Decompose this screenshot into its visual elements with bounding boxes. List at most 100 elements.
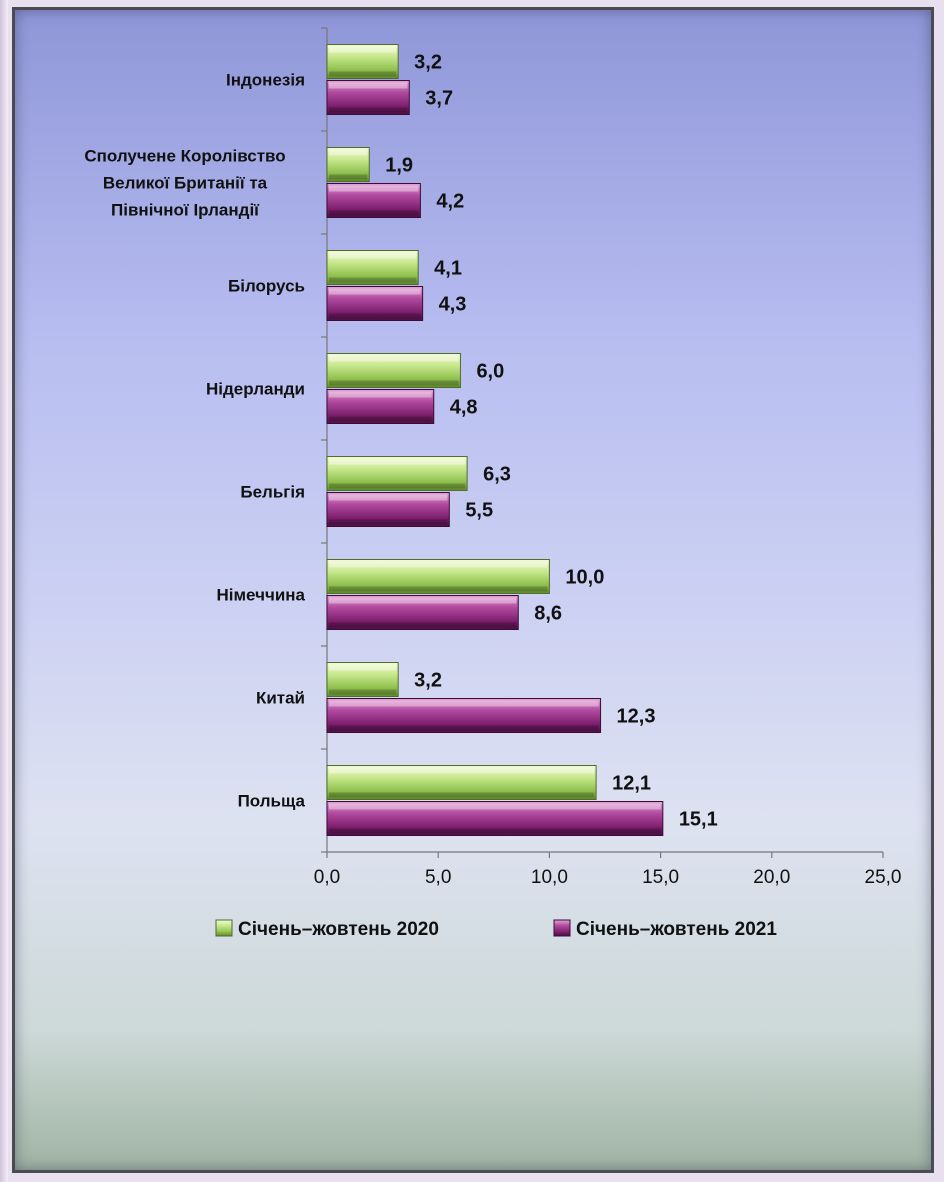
category-label: Індонезія [226, 71, 305, 90]
bar-rect [326, 353, 461, 388]
bar-rect [326, 559, 550, 594]
category-label-line: Німеччина [216, 586, 305, 605]
bar-2020 [326, 147, 370, 182]
bar-highlight [329, 288, 421, 295]
x-tick-label: 25,0 [865, 867, 902, 888]
bar-rect [326, 250, 419, 285]
bar-shadow [329, 313, 421, 319]
data-label: 5,5 [465, 500, 493, 522]
data-label: 1,9 [385, 155, 413, 177]
legend-label: Січень–жовтень 2021 [576, 919, 777, 940]
x-tick-label: 5,0 [425, 867, 451, 888]
bar-rect [326, 286, 424, 321]
bar-highlight [329, 149, 368, 156]
bar-highlight [329, 803, 661, 810]
legend-item-2021: Січень–жовтень 2021 [553, 919, 777, 940]
data-label: 6,3 [483, 464, 511, 486]
bar-highlight [329, 664, 397, 671]
bar-shadow [329, 519, 448, 525]
bar-highlight [329, 391, 432, 398]
bar-rect [326, 698, 602, 733]
bar-rect [326, 662, 399, 697]
bar-rect [326, 389, 435, 424]
bar-shadow [329, 277, 417, 283]
data-label: 3,2 [414, 670, 442, 692]
data-label: 12,3 [617, 706, 656, 728]
bar-shadow [329, 416, 432, 422]
category-label: Польща [238, 792, 306, 811]
bar-rect [326, 183, 421, 218]
category-label-line: Сполучене Королівство [84, 147, 285, 166]
bar-shadow [329, 689, 397, 695]
category-label: Німеччина [216, 586, 305, 605]
category-label: Бельгія [240, 483, 305, 502]
bar-rect [326, 801, 664, 836]
data-label: 4,3 [439, 294, 467, 316]
bar-rect [326, 456, 468, 491]
data-label: 3,7 [425, 88, 453, 110]
category-label: Нідерланди [206, 380, 305, 399]
bar-2020 [326, 353, 461, 388]
bar-shadow [329, 107, 408, 113]
left-edge-strip [0, 0, 8, 1182]
labels-group: 3,2 3,7 Індонезія 1,9 4,2 Сполучене Королівст… [84, 52, 717, 831]
data-label: 3,2 [414, 52, 442, 74]
category-label: Білорусь [228, 277, 305, 296]
bar-2021 [326, 183, 421, 218]
category-label-line: Північної Ірландії [111, 201, 260, 220]
bar-shadow [329, 483, 466, 489]
bar-shadow [329, 725, 599, 731]
data-label: 8,6 [534, 603, 562, 625]
bar-highlight [329, 46, 397, 53]
category-label-line: Великої Британії та [103, 174, 268, 193]
category-label-line: Польща [238, 792, 306, 811]
data-label: 12,1 [612, 773, 651, 795]
legend-item-2020: Січень–жовтень 2020 [215, 919, 439, 940]
bar-2021 [326, 286, 424, 321]
bar-2021 [326, 389, 435, 424]
bar-shadow [329, 828, 661, 834]
x-tick-label: 0,0 [314, 867, 340, 888]
category-label-line: Нідерланди [206, 380, 305, 399]
bar-highlight [329, 458, 466, 465]
bar-shadow [329, 380, 459, 386]
bar-shadow [329, 792, 595, 798]
bar-2020 [326, 662, 399, 697]
legend-swatch [215, 919, 233, 937]
bar-2021 [326, 698, 602, 733]
category-label-line: Білорусь [228, 277, 305, 296]
bar-shadow [329, 71, 397, 77]
bar-2021 [326, 492, 450, 527]
data-label: 4,2 [436, 191, 464, 213]
bar-highlight [329, 185, 419, 192]
category-label-line: Китай [256, 689, 305, 708]
bar-highlight [329, 494, 448, 501]
bars-group [326, 44, 664, 836]
bar-rect [326, 765, 597, 800]
bar-2020 [326, 44, 399, 79]
category-label: Сполучене Королівство Великої Британії та… [84, 147, 285, 220]
bar-shadow [329, 622, 517, 628]
bar-rect [326, 147, 370, 182]
legend: Січень–жовтень 2020 Січень–жовтень 2021 [215, 919, 777, 940]
bar-rect [326, 44, 399, 79]
category-label-line: Індонезія [226, 71, 305, 90]
data-label: 15,1 [679, 809, 718, 831]
category-label-line: Бельгія [240, 483, 305, 502]
data-label: 6,0 [476, 361, 504, 383]
x-tick-label: 15,0 [642, 867, 679, 888]
bar-2021 [326, 595, 519, 630]
bar-highlight [329, 82, 408, 89]
x-tick-label: 20,0 [753, 867, 790, 888]
bar-highlight [329, 561, 548, 568]
data-label: 4,8 [450, 397, 478, 419]
bar-rect [326, 492, 450, 527]
bar-highlight [329, 700, 599, 707]
bar-rect [326, 595, 519, 630]
bar-2020 [326, 559, 550, 594]
bar-2020 [326, 765, 597, 800]
bar-highlight [329, 767, 595, 774]
data-label: 4,1 [434, 258, 462, 280]
bar-highlight [329, 252, 417, 259]
